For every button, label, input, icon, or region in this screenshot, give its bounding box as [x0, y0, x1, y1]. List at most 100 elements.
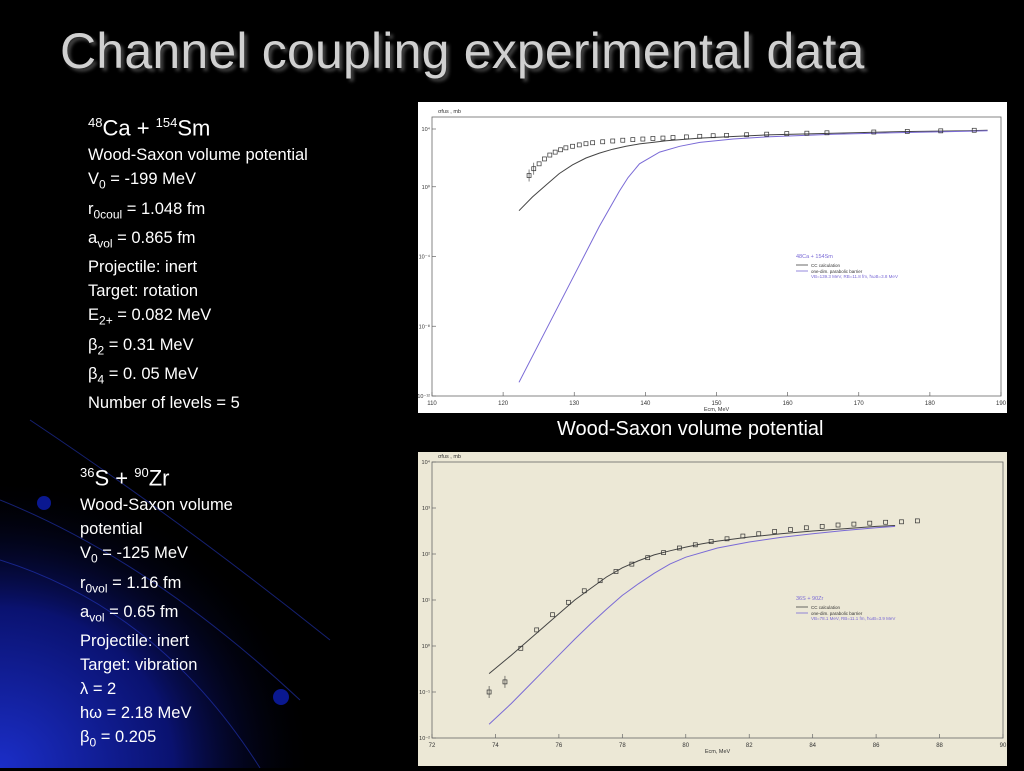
- experiment-point: [576, 142, 582, 148]
- experiment-point: [670, 135, 676, 140]
- experiment-point: [772, 529, 777, 534]
- x-tick-label: 78: [619, 743, 626, 749]
- panel2-parameters: 36S + 90Zr Wood-Saxon volume potential V…: [80, 458, 280, 755]
- chart-48ca-154sm: 110 120 130 140 150 160 170 180 190 10⁴ 10⁰ 10⁻⁴ 10⁻…: [417, 102, 1007, 413]
- slide-title: Channel coupling experimental data: [60, 23, 865, 79]
- experiment-point: [756, 531, 762, 537]
- x-tick-label: 150: [711, 401, 722, 407]
- experiment-point: [640, 136, 646, 142]
- panel1-parameters: 48Ca + 154Sm Wood-Saxon volume potential…: [88, 108, 308, 415]
- experiment-point: [581, 588, 587, 594]
- experiment-point: [724, 132, 729, 138]
- beta4-value: β4 = 0. 05 MeV: [88, 364, 199, 387]
- experiment-point: [597, 578, 603, 584]
- x-tick-label: 82: [746, 743, 753, 749]
- a-value: avol = 0.865 fm: [88, 228, 196, 251]
- experiment-point: [904, 129, 910, 134]
- chart-caption: Wood-Saxon volume potential: [557, 418, 824, 440]
- y-axis-label: σfus , mb: [438, 109, 461, 115]
- experiment-point: [871, 129, 877, 135]
- v0-value: V0 = -199 MeV: [88, 170, 197, 192]
- chart-svg: 110 120 130 140 150 160 170 180 190 10⁴ 10⁰ 10⁻⁴ 10⁻…: [417, 109, 1006, 413]
- y-tick-label: 10⁻²: [419, 736, 430, 742]
- experiment-point: [692, 542, 698, 548]
- experiment-point: [630, 137, 636, 142]
- experiment-point: [788, 527, 793, 532]
- x-tick-label: 160: [783, 401, 794, 407]
- experiment-point: [835, 522, 841, 528]
- legend-title: 36S + 90Zr: [796, 596, 824, 602]
- experiment-point: [661, 550, 666, 555]
- lambda-value: λ = 2: [80, 680, 117, 699]
- x-tick-label: 90: [1000, 743, 1007, 749]
- x-tick-label: 80: [682, 743, 689, 749]
- experiment-point: [552, 149, 558, 155]
- y-tick-label: 10¹: [422, 598, 430, 604]
- projectile-label: Projectile: inert: [88, 258, 198, 277]
- y-tick-label: 10⁰: [422, 643, 431, 650]
- projectile-label: Projectile: inert: [80, 632, 190, 651]
- legend-title: 48Ca + 154Sm: [796, 254, 833, 260]
- one-dim-barrier-line: [488, 525, 896, 725]
- experiment-point: [518, 645, 524, 651]
- experiment-point: [899, 519, 904, 525]
- experiment-point: [645, 555, 651, 561]
- experiment-point: [600, 139, 606, 145]
- e2-value: E2+ = 0.082 MeV: [88, 306, 212, 328]
- levels-label: Number of levels = 5: [88, 394, 240, 413]
- target-label: Target: vibration: [80, 656, 198, 675]
- chart-36s-90zr: 72 74 76 78 80 82 84 86 88 90 10⁴ 10³ 10² 10¹ 10⁰ 10⁻¹ 1…: [418, 452, 1007, 766]
- x-axis-label: Ecm, MeV: [704, 407, 730, 413]
- experiment-point: [915, 518, 920, 524]
- y-tick-label: 10²: [422, 552, 430, 558]
- potential-label: Wood-Saxon volume potential: [88, 146, 308, 165]
- legend-entry-params: VB=78.1 MeV, RB=11.1 fm, ħωB=3.9 MeV: [811, 616, 895, 621]
- experiment-point: [938, 128, 944, 134]
- y-tick-label: 10⁻⁸: [419, 323, 430, 330]
- y-tick-label: 10⁴: [422, 126, 431, 133]
- y-tick-label: 10⁻¹: [419, 690, 430, 696]
- r0-value: r0coul = 1.048 fm: [88, 199, 206, 221]
- experiment-point: [867, 520, 873, 526]
- experiment-point: [660, 135, 666, 141]
- experiment-point: [804, 130, 810, 136]
- x-tick-label: 110: [427, 401, 437, 407]
- reaction-header: 48Ca + 154Sm: [88, 115, 211, 141]
- x-tick-label: 84: [809, 743, 816, 749]
- y-axis-label: σfus , mb: [438, 454, 461, 460]
- experiment-point: [784, 131, 790, 136]
- legend-entry-params: VB=139.3 MeV, RB=11.8 fm, ħωB=3.8 MeV: [811, 274, 898, 279]
- x-tick-label: 88: [936, 743, 943, 749]
- x-axis-label: Ecm, MeV: [705, 749, 731, 755]
- experiment-point: [650, 136, 656, 141]
- potential-label: Wood-Saxon volume potential: [80, 496, 233, 539]
- experiment-point: [542, 156, 547, 162]
- chart-svg: 72 74 76 78 80 82 84 86 88 90 10⁴ 10³ 10² 10¹ 10⁰ 10⁻¹ 1…: [419, 454, 1007, 755]
- experiment-point: [740, 533, 746, 539]
- experiment-point: [610, 138, 616, 144]
- experiment-point: [684, 134, 689, 140]
- beta2-value: β2 = 0.31 MeV: [88, 335, 194, 357]
- x-tick-label: 72: [429, 743, 436, 749]
- x-tick-label: 86: [873, 743, 880, 749]
- one-dim-barrier-line: [518, 130, 988, 383]
- experiment-point: [620, 137, 626, 143]
- experiment-point: [819, 524, 825, 529]
- y-tick-label: 10⁴: [422, 459, 431, 466]
- experiment-point: [570, 143, 575, 149]
- x-tick-label: 170: [854, 401, 865, 407]
- experiment-point: [851, 521, 857, 527]
- x-tick-label: 74: [492, 743, 499, 749]
- legend-entry-onedim: one-dim. parabolic barrier: [811, 611, 863, 616]
- beta0-value: β0 = 0.205: [80, 728, 157, 750]
- target-label: Target: rotation: [88, 282, 199, 301]
- experiment-point: [764, 131, 770, 137]
- x-tick-label: 130: [569, 401, 580, 407]
- experiment-point: [677, 545, 682, 551]
- legend-entry-onedim: one-dim. parabolic barrier: [811, 269, 863, 274]
- experiment-point: [547, 152, 553, 158]
- y-tick-label: 10⁰: [422, 184, 431, 191]
- legend-entry-cc: CC calculation: [811, 605, 841, 610]
- x-tick-label: 140: [640, 401, 651, 407]
